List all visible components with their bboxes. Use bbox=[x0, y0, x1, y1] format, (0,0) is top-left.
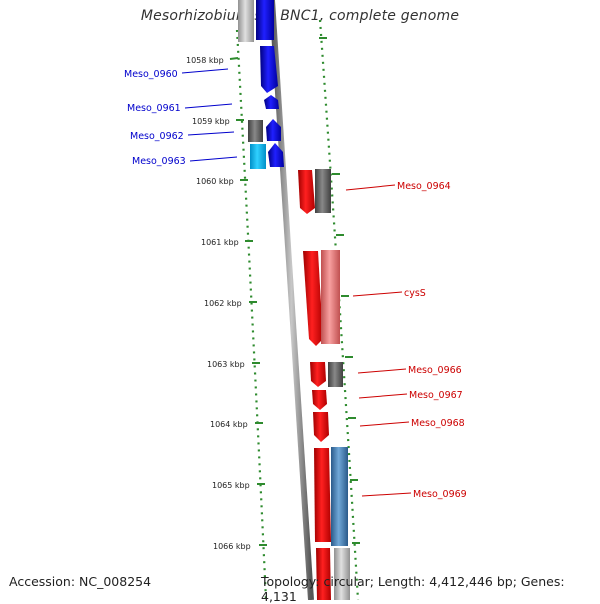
gene-arrow-meso-0969 bbox=[314, 448, 331, 542]
gene-arrow-meso-0960 bbox=[260, 46, 278, 93]
gene-label-meso-0963[interactable]: Meso_0963 bbox=[132, 156, 186, 167]
scale-tick: 1059 kbp bbox=[192, 117, 244, 126]
scale-tick: 1060 kbp bbox=[196, 177, 248, 186]
tick-label-1065: 1065 kbp bbox=[212, 481, 250, 490]
gene-label-meso-0968[interactable]: Meso_0968 bbox=[411, 418, 465, 429]
tick-label-1063: 1063 kbp bbox=[207, 360, 245, 369]
gene-arrow-meso-0963 bbox=[268, 143, 284, 167]
gene-box-meso-0963 bbox=[250, 144, 266, 169]
gene-arrow-meso-0964 bbox=[298, 170, 315, 214]
leader-line bbox=[181, 68, 229, 74]
leader-line bbox=[187, 131, 235, 136]
leader-line bbox=[184, 103, 233, 109]
tick-label-1064: 1064 kbp bbox=[210, 420, 248, 429]
accession-text: Accession: NC_008254 bbox=[9, 574, 152, 589]
scale-ring-inner bbox=[235, 29, 268, 600]
gene-arrow-cyss bbox=[303, 251, 323, 346]
scale-tick: 1064 kbp bbox=[210, 420, 263, 429]
gene-box-meso-0966 bbox=[328, 362, 343, 387]
feature-grey-bottom bbox=[334, 548, 350, 600]
outer-ring-ticks bbox=[319, 37, 360, 544]
leader-line bbox=[359, 421, 410, 427]
scale-tick: 1063 kbp bbox=[207, 360, 260, 369]
gene-label-cyss[interactable]: cysS bbox=[404, 288, 426, 299]
leader-line bbox=[189, 156, 238, 162]
leader-line bbox=[358, 393, 408, 399]
tick-label-1066: 1066 kbp bbox=[213, 542, 251, 551]
genome-backbone bbox=[269, 0, 314, 600]
scale-tick: 1065 kbp bbox=[212, 481, 265, 490]
gene-label-meso-0960[interactable]: Meso_0960 bbox=[124, 69, 178, 80]
leader-line bbox=[361, 492, 412, 497]
gene-label-meso-0969[interactable]: Meso_0969 bbox=[413, 489, 467, 500]
map-title: Mesorhizobium sp. BNC1, complete genome bbox=[140, 8, 460, 24]
leader-line bbox=[345, 184, 396, 191]
scale-ring-outer bbox=[318, 19, 360, 600]
tick-label-1059: 1059 kbp bbox=[192, 117, 230, 126]
feature-grey-top bbox=[238, 0, 254, 42]
gene-box-meso-0964 bbox=[315, 169, 331, 213]
scale-tick: 1062 kbp bbox=[204, 299, 257, 308]
gene-arrow-meso-0967 bbox=[312, 390, 327, 410]
gene-label-meso-0967[interactable]: Meso_0967 bbox=[409, 390, 463, 401]
tick-label-1062: 1062 kbp bbox=[204, 299, 242, 308]
gene-arrow-meso-0961 bbox=[264, 95, 279, 109]
scale-tick: 1066 kbp bbox=[213, 542, 267, 551]
gene-arrow-meso-0966 bbox=[310, 362, 326, 387]
feature-blue-top bbox=[256, 0, 274, 40]
leader-line bbox=[357, 368, 407, 374]
scale-tick: 1058 kbp bbox=[186, 56, 239, 65]
gene-box-meso-0962 bbox=[248, 120, 263, 142]
tick-label-1061: 1061 kbp bbox=[201, 238, 239, 247]
feature-red-bottom bbox=[316, 548, 331, 600]
gene-box-meso-0969 bbox=[331, 447, 348, 546]
gene-label-meso-0961[interactable]: Meso_0961 bbox=[127, 103, 181, 114]
gene-arrow-meso-0968 bbox=[313, 412, 329, 442]
leader-line bbox=[352, 291, 403, 297]
gene-label-meso-0964[interactable]: Meso_0964 bbox=[397, 181, 451, 192]
gene-label-meso-0966[interactable]: Meso_0966 bbox=[408, 365, 462, 376]
gene-box-cyss bbox=[321, 250, 340, 344]
tick-label-1058: 1058 kbp bbox=[186, 56, 224, 65]
gene-label-meso-0962[interactable]: Meso_0962 bbox=[130, 131, 184, 142]
gene-arrow-meso-0962 bbox=[266, 119, 281, 141]
scale-tick: 1061 kbp bbox=[201, 238, 253, 247]
tick-label-1060: 1060 kbp bbox=[196, 177, 234, 186]
